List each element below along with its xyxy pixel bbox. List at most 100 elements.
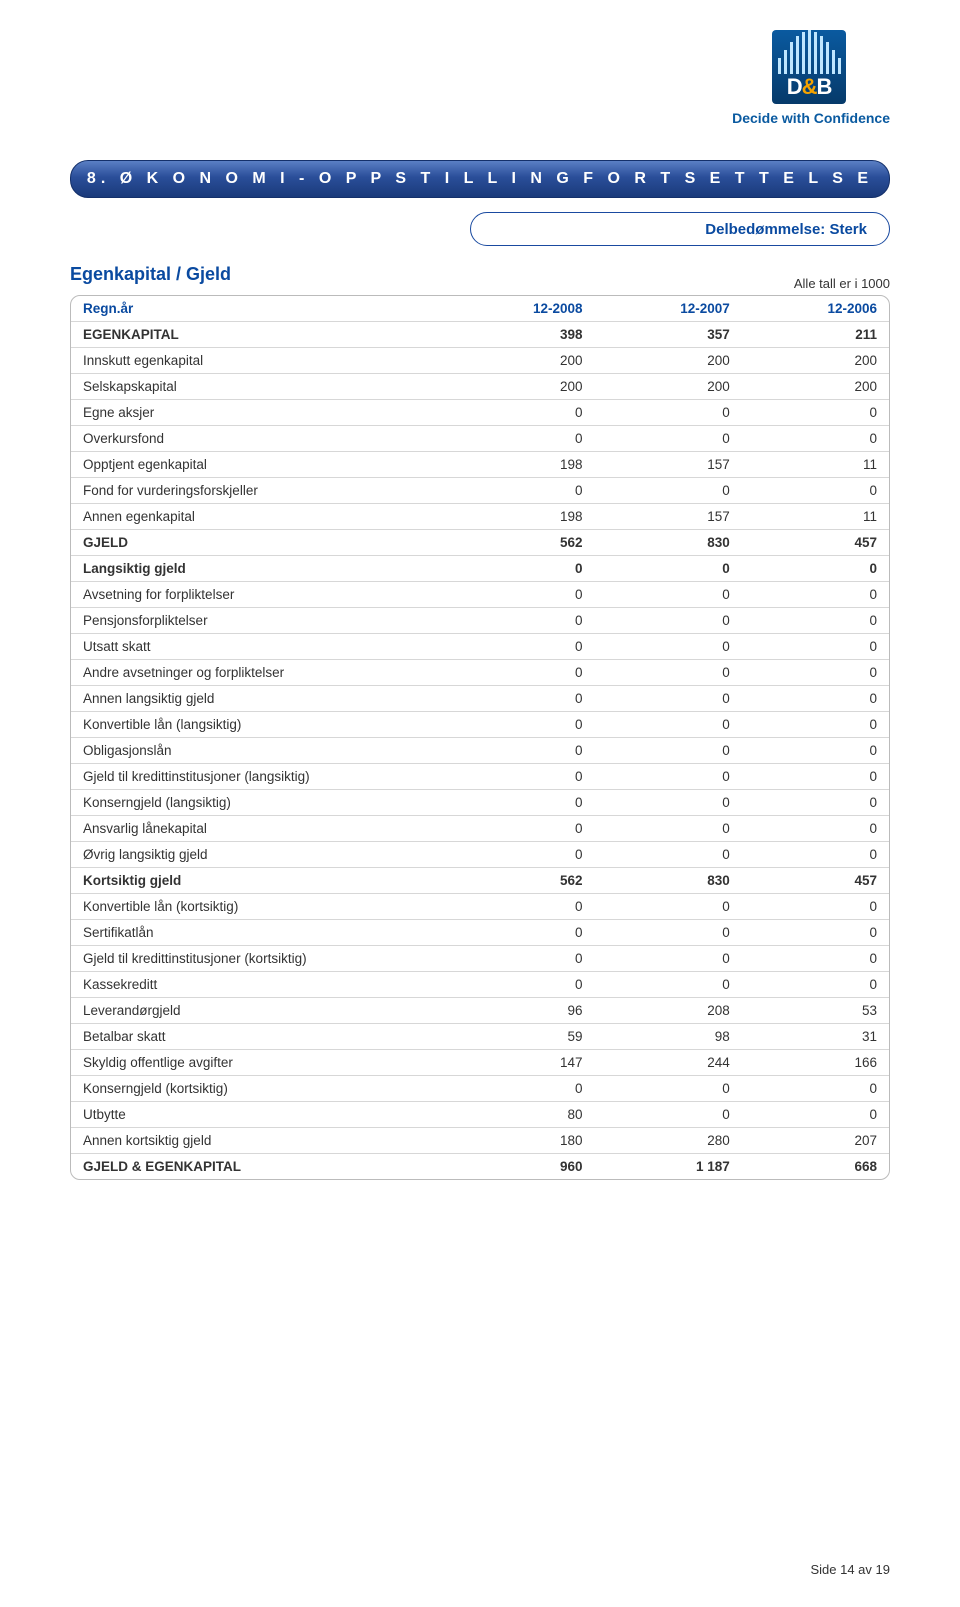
row-label: Gjeld til kredittinstitusjoner (kortsikt… bbox=[71, 945, 447, 971]
row-val-2: 157 bbox=[595, 503, 742, 529]
row-val-2: 830 bbox=[595, 529, 742, 555]
table-row: EGENKAPITAL398357211 bbox=[71, 321, 889, 347]
row-label: GJELD & EGENKAPITAL bbox=[71, 1153, 447, 1179]
row-val-3: 200 bbox=[742, 347, 889, 373]
row-label: Konvertible lån (langsiktig) bbox=[71, 711, 447, 737]
section-title-pill: 8. Ø K O N O M I - O P P S T I L L I N G… bbox=[70, 160, 890, 198]
row-val-3: 0 bbox=[742, 425, 889, 451]
brand-tagline: Decide with Confidence bbox=[732, 110, 890, 126]
row-val-3: 0 bbox=[742, 633, 889, 659]
table-row: Skyldig offentlige avgifter147244166 bbox=[71, 1049, 889, 1075]
brand-mark: D&B bbox=[772, 74, 846, 100]
brand-logo-box: D&B bbox=[772, 30, 846, 104]
row-val-2: 0 bbox=[595, 763, 742, 789]
table-row: Ansvarlig lånekapital000 bbox=[71, 815, 889, 841]
row-label: Gjeld til kredittinstitusjoner (langsikt… bbox=[71, 763, 447, 789]
row-val-3: 0 bbox=[742, 581, 889, 607]
row-val-2: 0 bbox=[595, 971, 742, 997]
row-label: Sertifikatlån bbox=[71, 919, 447, 945]
row-val-3: 211 bbox=[742, 321, 889, 347]
table-row: Avsetning for forpliktelser000 bbox=[71, 581, 889, 607]
row-val-2: 0 bbox=[595, 399, 742, 425]
table-row: Leverandørgjeld9620853 bbox=[71, 997, 889, 1023]
table-row: Øvrig langsiktig gjeld000 bbox=[71, 841, 889, 867]
row-val-2: 0 bbox=[595, 919, 742, 945]
row-val-1: 80 bbox=[447, 1101, 594, 1127]
table-row: Gjeld til kredittinstitusjoner (kortsikt… bbox=[71, 945, 889, 971]
row-label: Leverandørgjeld bbox=[71, 997, 447, 1023]
row-val-1: 0 bbox=[447, 737, 594, 763]
row-label: Opptjent egenkapital bbox=[71, 451, 447, 477]
subheading-row: Egenkapital / Gjeld Alle tall er i 1000 bbox=[70, 264, 890, 291]
row-val-3: 457 bbox=[742, 529, 889, 555]
table-row: Overkursfond000 bbox=[71, 425, 889, 451]
row-label: Obligasjonslån bbox=[71, 737, 447, 763]
row-val-3: 0 bbox=[742, 893, 889, 919]
row-val-3: 0 bbox=[742, 477, 889, 503]
row-val-2: 0 bbox=[595, 945, 742, 971]
row-val-1: 0 bbox=[447, 815, 594, 841]
header-label: Regn.år bbox=[71, 296, 447, 321]
row-label: Kassekreditt bbox=[71, 971, 447, 997]
sub-pill-row: Delbedømmelse: Sterk bbox=[70, 212, 890, 246]
row-label: Betalbar skatt bbox=[71, 1023, 447, 1049]
table-row: Sertifikatlån000 bbox=[71, 919, 889, 945]
row-val-3: 207 bbox=[742, 1127, 889, 1153]
row-val-1: 0 bbox=[447, 659, 594, 685]
table-row: Innskutt egenkapital200200200 bbox=[71, 347, 889, 373]
row-label: Pensjonsforpliktelser bbox=[71, 607, 447, 633]
table-row: Gjeld til kredittinstitusjoner (langsikt… bbox=[71, 763, 889, 789]
table-row: Opptjent egenkapital19815711 bbox=[71, 451, 889, 477]
row-val-2: 280 bbox=[595, 1127, 742, 1153]
row-label: Øvrig langsiktig gjeld bbox=[71, 841, 447, 867]
row-label: Kortsiktig gjeld bbox=[71, 867, 447, 893]
row-label: Overkursfond bbox=[71, 425, 447, 451]
row-val-3: 0 bbox=[742, 841, 889, 867]
table-row: Konvertible lån (langsiktig)000 bbox=[71, 711, 889, 737]
row-val-3: 0 bbox=[742, 399, 889, 425]
financial-table: Regn.år12-200812-200712-2006EGENKAPITAL3… bbox=[70, 295, 890, 1180]
header-col-1: 12-2008 bbox=[447, 296, 594, 321]
row-label: Annen egenkapital bbox=[71, 503, 447, 529]
row-label: Utsatt skatt bbox=[71, 633, 447, 659]
row-val-1: 0 bbox=[447, 841, 594, 867]
row-label: Konvertible lån (kortsiktig) bbox=[71, 893, 447, 919]
row-val-3: 11 bbox=[742, 503, 889, 529]
row-val-3: 0 bbox=[742, 945, 889, 971]
row-val-3: 0 bbox=[742, 971, 889, 997]
row-val-3: 0 bbox=[742, 659, 889, 685]
row-val-1: 0 bbox=[447, 633, 594, 659]
row-label: EGENKAPITAL bbox=[71, 321, 447, 347]
row-val-1: 198 bbox=[447, 451, 594, 477]
row-val-2: 0 bbox=[595, 633, 742, 659]
row-val-3: 0 bbox=[742, 789, 889, 815]
row-label: Avsetning for forpliktelser bbox=[71, 581, 447, 607]
row-val-3: 11 bbox=[742, 451, 889, 477]
row-val-1: 0 bbox=[447, 971, 594, 997]
row-val-3: 200 bbox=[742, 373, 889, 399]
row-label: Utbytte bbox=[71, 1101, 447, 1127]
row-label: Langsiktig gjeld bbox=[71, 555, 447, 581]
row-val-1: 147 bbox=[447, 1049, 594, 1075]
row-val-2: 157 bbox=[595, 451, 742, 477]
row-val-2: 208 bbox=[595, 997, 742, 1023]
row-val-3: 0 bbox=[742, 1075, 889, 1101]
row-label: Annen langsiktig gjeld bbox=[71, 685, 447, 711]
table-row: Selskapskapital200200200 bbox=[71, 373, 889, 399]
row-val-3: 457 bbox=[742, 867, 889, 893]
row-val-3: 0 bbox=[742, 737, 889, 763]
row-label: Konserngjeld (langsiktig) bbox=[71, 789, 447, 815]
table-row: Konserngjeld (langsiktig)000 bbox=[71, 789, 889, 815]
row-val-1: 398 bbox=[447, 321, 594, 347]
sunburst-icon bbox=[772, 30, 846, 74]
row-label: Ansvarlig lånekapital bbox=[71, 815, 447, 841]
row-val-1: 562 bbox=[447, 867, 594, 893]
row-val-1: 0 bbox=[447, 763, 594, 789]
row-val-2: 0 bbox=[595, 477, 742, 503]
row-val-3: 0 bbox=[742, 607, 889, 633]
row-val-1: 59 bbox=[447, 1023, 594, 1049]
row-label: Fond for vurderingsforskjeller bbox=[71, 477, 447, 503]
row-val-3: 166 bbox=[742, 1049, 889, 1075]
row-val-2: 0 bbox=[595, 789, 742, 815]
row-val-1: 0 bbox=[447, 685, 594, 711]
